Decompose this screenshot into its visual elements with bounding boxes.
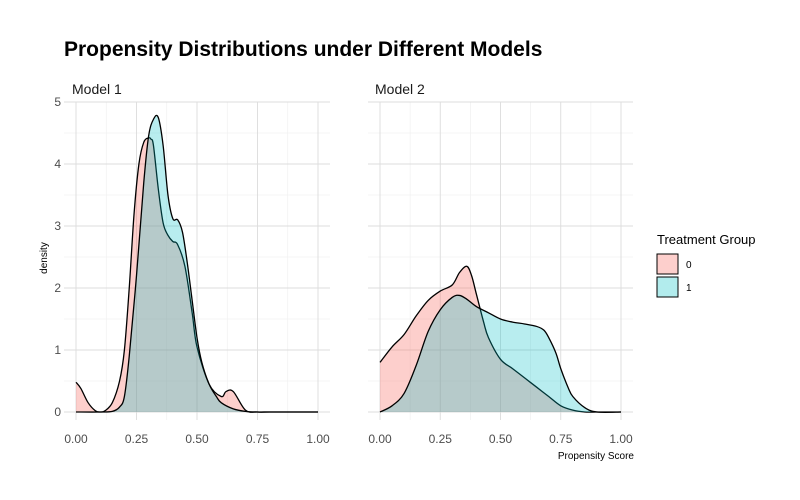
density-area-group-0 — [380, 266, 621, 413]
density-line-group-1 — [75, 114, 318, 413]
panel-model-1: 0.00 0.25 0.50 0.75 1.00 0 1 2 3 4 5 — [54, 95, 330, 446]
x-tick-label: 0.25 — [125, 432, 149, 446]
legend-key-0 — [656, 253, 679, 275]
y-tick-label: 0 — [54, 405, 61, 419]
y-tick-label: 3 — [54, 219, 61, 233]
x-tick-label: 1.00 — [609, 432, 633, 446]
panel-title-model-1: Model 1 — [72, 81, 122, 97]
density-area-group-0 — [76, 137, 318, 413]
x-tick-label: 1.00 — [306, 432, 330, 446]
panel-model-2: 0.00 0.25 0.50 0.75 1.00 — [368, 101, 633, 446]
y-tick-label: 5 — [54, 95, 61, 109]
x-axis-label: Propensity Score — [558, 451, 635, 462]
x-tick-label: 0.00 — [368, 432, 392, 446]
legend-label-1: 1 — [686, 283, 692, 294]
y-tick-label: 2 — [54, 281, 61, 295]
density-area-group-1 — [76, 115, 318, 413]
legend-key-1 — [656, 276, 679, 298]
x-tick-label: 0.75 — [246, 432, 270, 446]
legend-label-0: 0 — [686, 260, 692, 271]
x-tick-label: 0.25 — [429, 432, 453, 446]
x-tick-label: 0.50 — [185, 432, 209, 446]
legend: Treatment Group 0 1 — [656, 232, 756, 298]
legend-title: Treatment Group — [657, 232, 756, 247]
chart-title: Propensity Distributions under Different… — [64, 38, 542, 61]
panel-title-model-2: Model 2 — [375, 81, 425, 97]
x-tick-label: 0.75 — [549, 432, 573, 446]
density-line-group-0 — [379, 265, 621, 413]
y-tick-label: 1 — [54, 343, 61, 357]
x-tick-label: 0.00 — [64, 432, 88, 446]
density-line-group-1 — [379, 294, 622, 413]
x-tick-label: 0.50 — [489, 432, 513, 446]
density-area-group-1 — [380, 295, 621, 413]
density-line-group-0 — [75, 137, 318, 413]
y-axis-label: density — [39, 242, 50, 274]
y-tick-label: 4 — [54, 157, 61, 171]
